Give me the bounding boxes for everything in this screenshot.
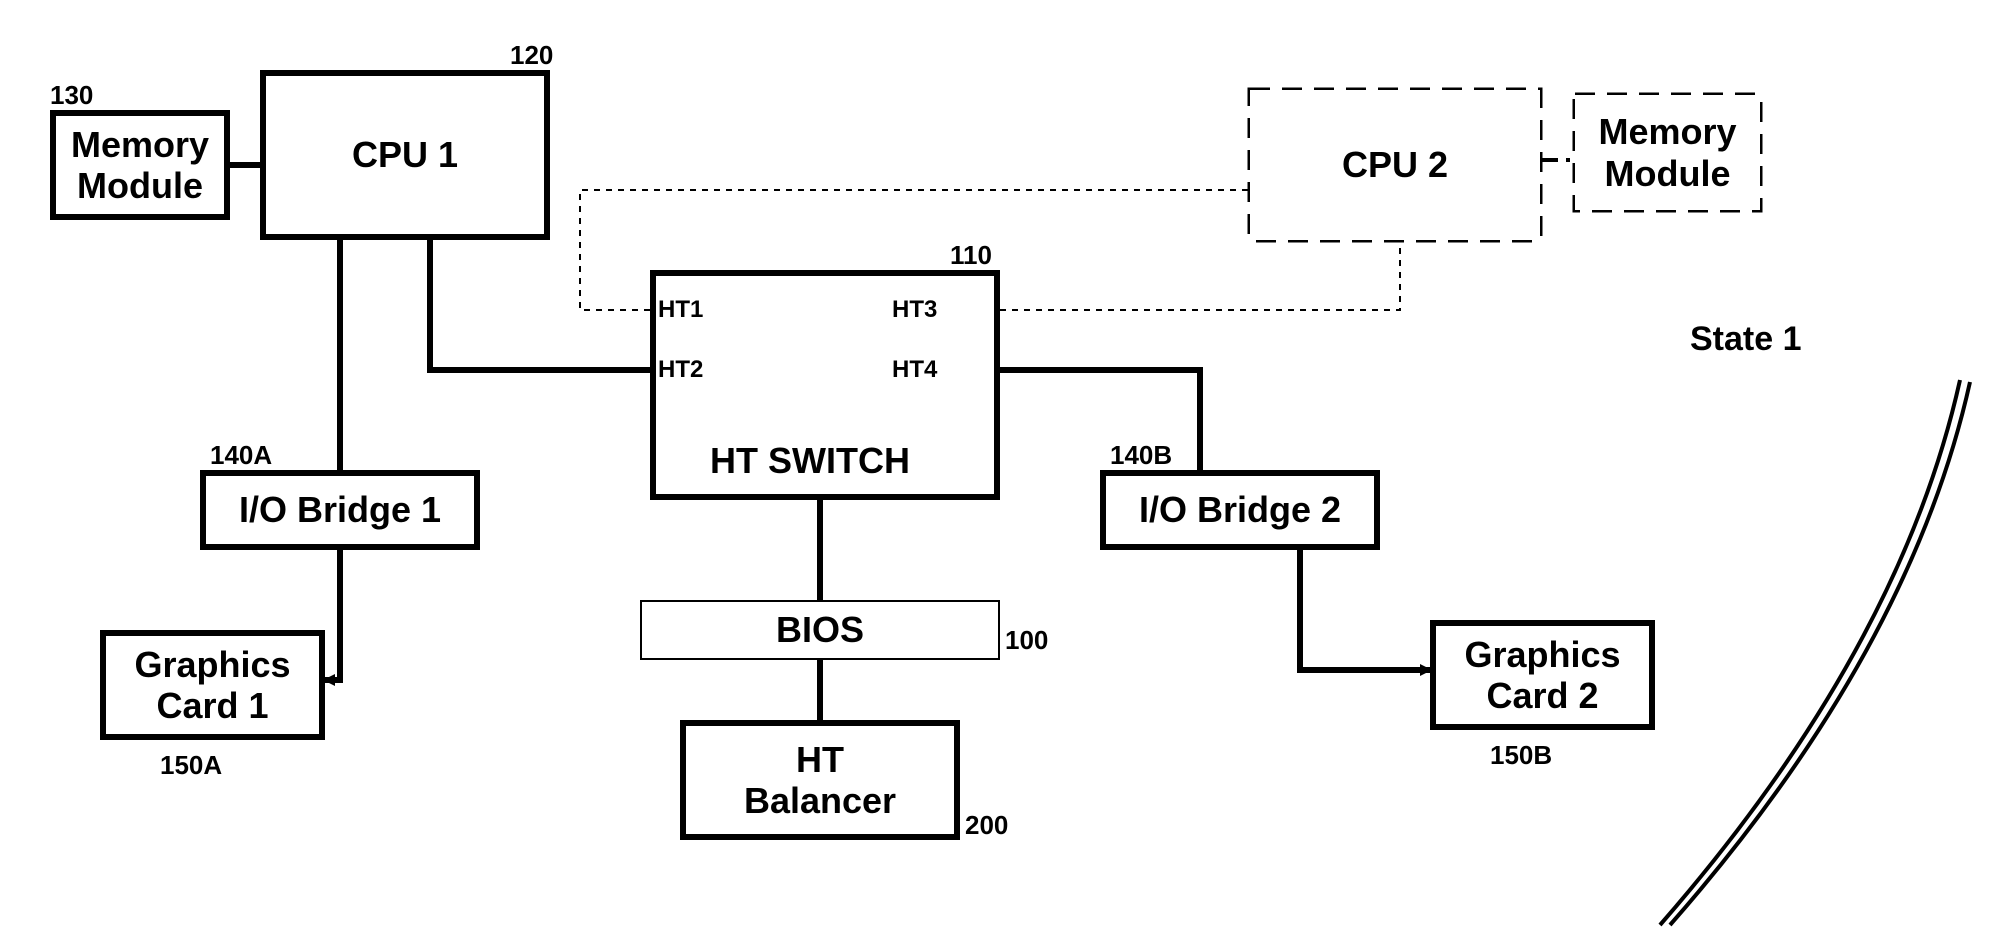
ref-130: 130 xyxy=(50,80,93,111)
graphics-card-1-label: GraphicsCard 1 xyxy=(134,644,290,727)
io-bridge-1-label: I/O Bridge 1 xyxy=(239,489,441,530)
bios-label: BIOS xyxy=(776,609,864,650)
ref-200: 200 xyxy=(965,810,1008,841)
port-ht1-label: HT1 xyxy=(658,296,703,324)
ref-150b: 150B xyxy=(1490,740,1552,771)
ref-150a: 150A xyxy=(160,750,222,781)
memory-module-2-label: MemoryModule xyxy=(1598,111,1736,194)
io-bridge-2-block: I/O Bridge 2 xyxy=(1100,470,1380,550)
diagram-canvas: { "type": "block-diagram", "background_c… xyxy=(0,0,2004,933)
ref-140a: 140A xyxy=(210,440,272,471)
port-ht4-label: HT4 xyxy=(892,356,937,384)
port-ht2-label: HT2 xyxy=(658,356,703,384)
ht-switch-label: HT SWITCH xyxy=(710,440,910,482)
ht-balancer-block: HTBalancer xyxy=(680,720,960,840)
ref-100: 100 xyxy=(1005,625,1048,656)
cpu-1-block: CPU 1 xyxy=(260,70,550,240)
cpu-2-label: CPU 2 xyxy=(1342,144,1448,185)
io-bridge-1-block: I/O Bridge 1 xyxy=(200,470,480,550)
bios-block: BIOS xyxy=(640,600,1000,660)
cpu-1-label: CPU 1 xyxy=(352,134,458,175)
graphics-card-2-block: GraphicsCard 2 xyxy=(1430,620,1655,730)
io-bridge-2-label: I/O Bridge 2 xyxy=(1139,489,1341,530)
cpu-2-block: CPU 2 xyxy=(1250,90,1540,240)
graphics-card-2-label: GraphicsCard 2 xyxy=(1464,634,1620,717)
memory-module-1-block: MemoryModule xyxy=(50,110,230,220)
ref-110: 110 xyxy=(950,240,992,271)
graphics-card-1-block: GraphicsCard 1 xyxy=(100,630,325,740)
ref-120: 120 xyxy=(510,40,553,71)
state-label: State 1 xyxy=(1690,320,1802,359)
memory-module-2-block: MemoryModule xyxy=(1575,95,1760,210)
memory-module-1-label: MemoryModule xyxy=(71,124,209,207)
ref-140b: 140B xyxy=(1110,440,1172,471)
ht-balancer-label: HTBalancer xyxy=(744,739,896,822)
port-ht3-label: HT3 xyxy=(892,296,937,324)
